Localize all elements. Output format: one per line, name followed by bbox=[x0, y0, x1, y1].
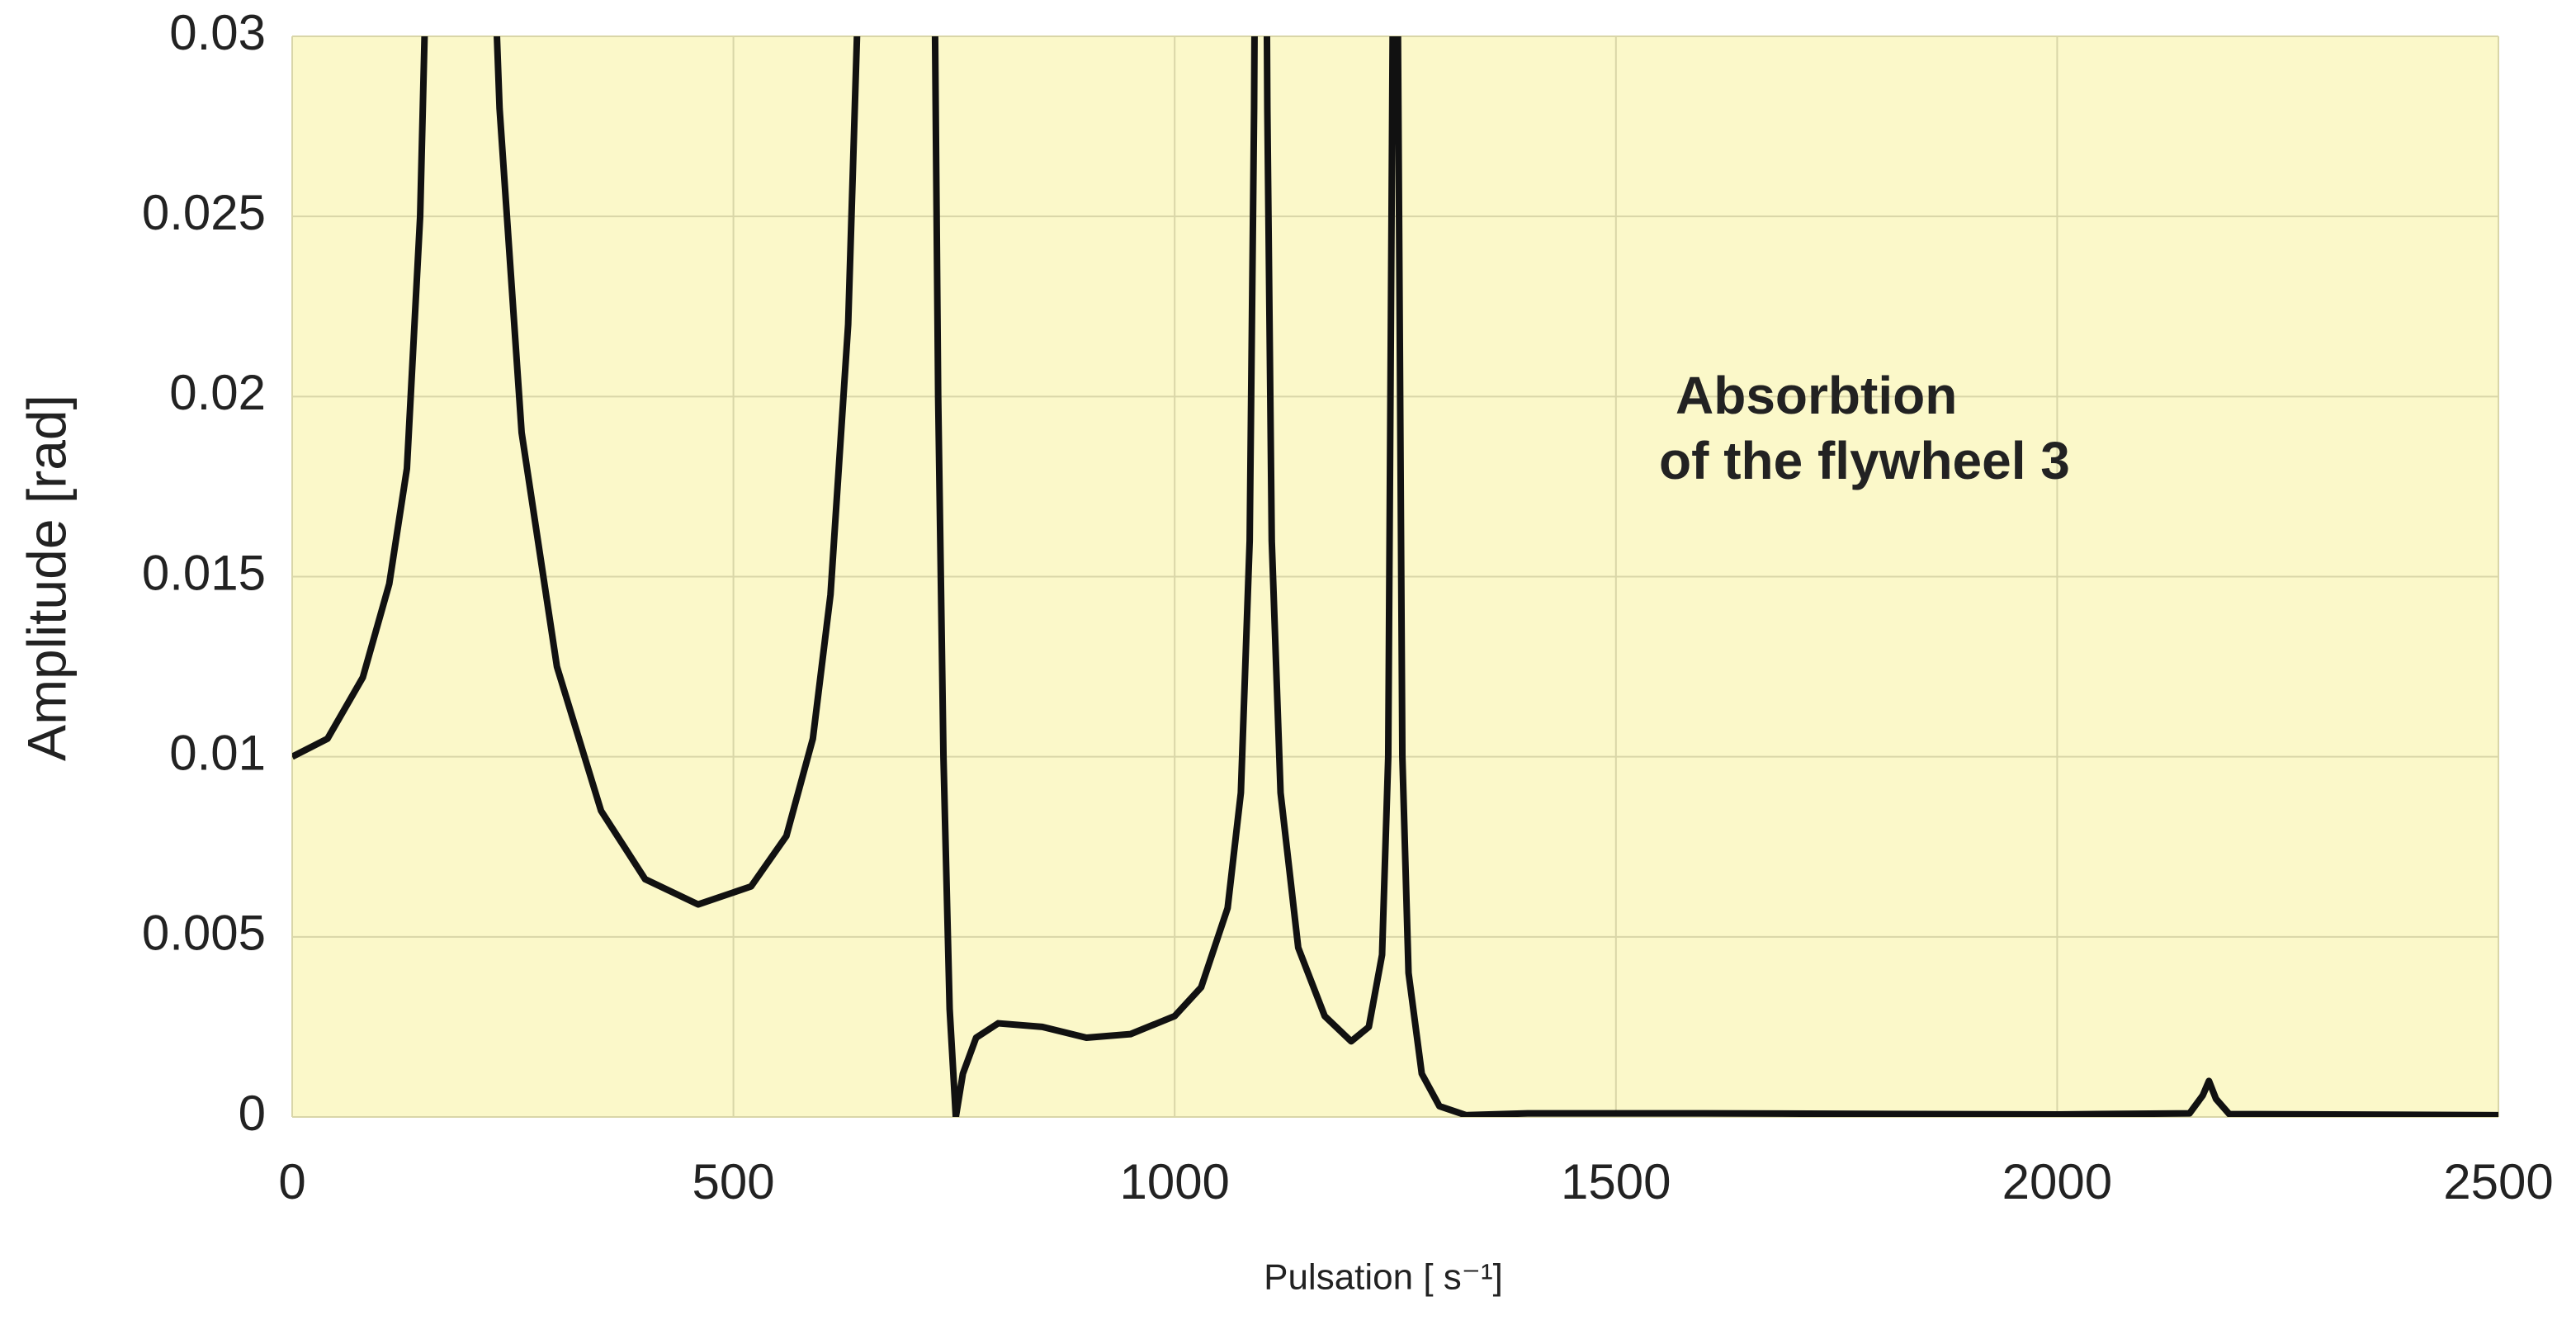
x-axis-label: Pulsation [ s⁻¹] bbox=[1264, 1257, 1503, 1298]
x-tick-label: 0 bbox=[278, 1154, 305, 1209]
annotation: Absorbtion bbox=[1676, 366, 1957, 425]
x-tick-label: 1000 bbox=[1119, 1154, 1229, 1209]
x-tick-label: 500 bbox=[692, 1154, 775, 1209]
y-tick-label: 0.03 bbox=[169, 5, 266, 60]
y-tick-label: 0.01 bbox=[169, 726, 266, 781]
y-tick-label: 0.015 bbox=[142, 545, 266, 600]
y-tick-label: 0 bbox=[239, 1086, 266, 1141]
grid bbox=[291, 35, 2499, 1118]
y-tick-label: 0.025 bbox=[142, 185, 266, 240]
y-tick-label: 0.02 bbox=[169, 365, 266, 420]
data-line bbox=[292, 36, 2498, 1117]
annotation: of the flywheel 3 bbox=[1659, 431, 2070, 490]
x-tick-label: 1500 bbox=[1561, 1154, 1671, 1209]
x-tick-label: 2500 bbox=[2443, 1154, 2553, 1209]
y-tick-label: 0.005 bbox=[142, 906, 266, 961]
y-axis-label: Amplitude [rad] bbox=[16, 395, 77, 761]
plot-lines bbox=[292, 36, 2498, 1117]
x-tick-label: 2000 bbox=[2002, 1154, 2112, 1209]
